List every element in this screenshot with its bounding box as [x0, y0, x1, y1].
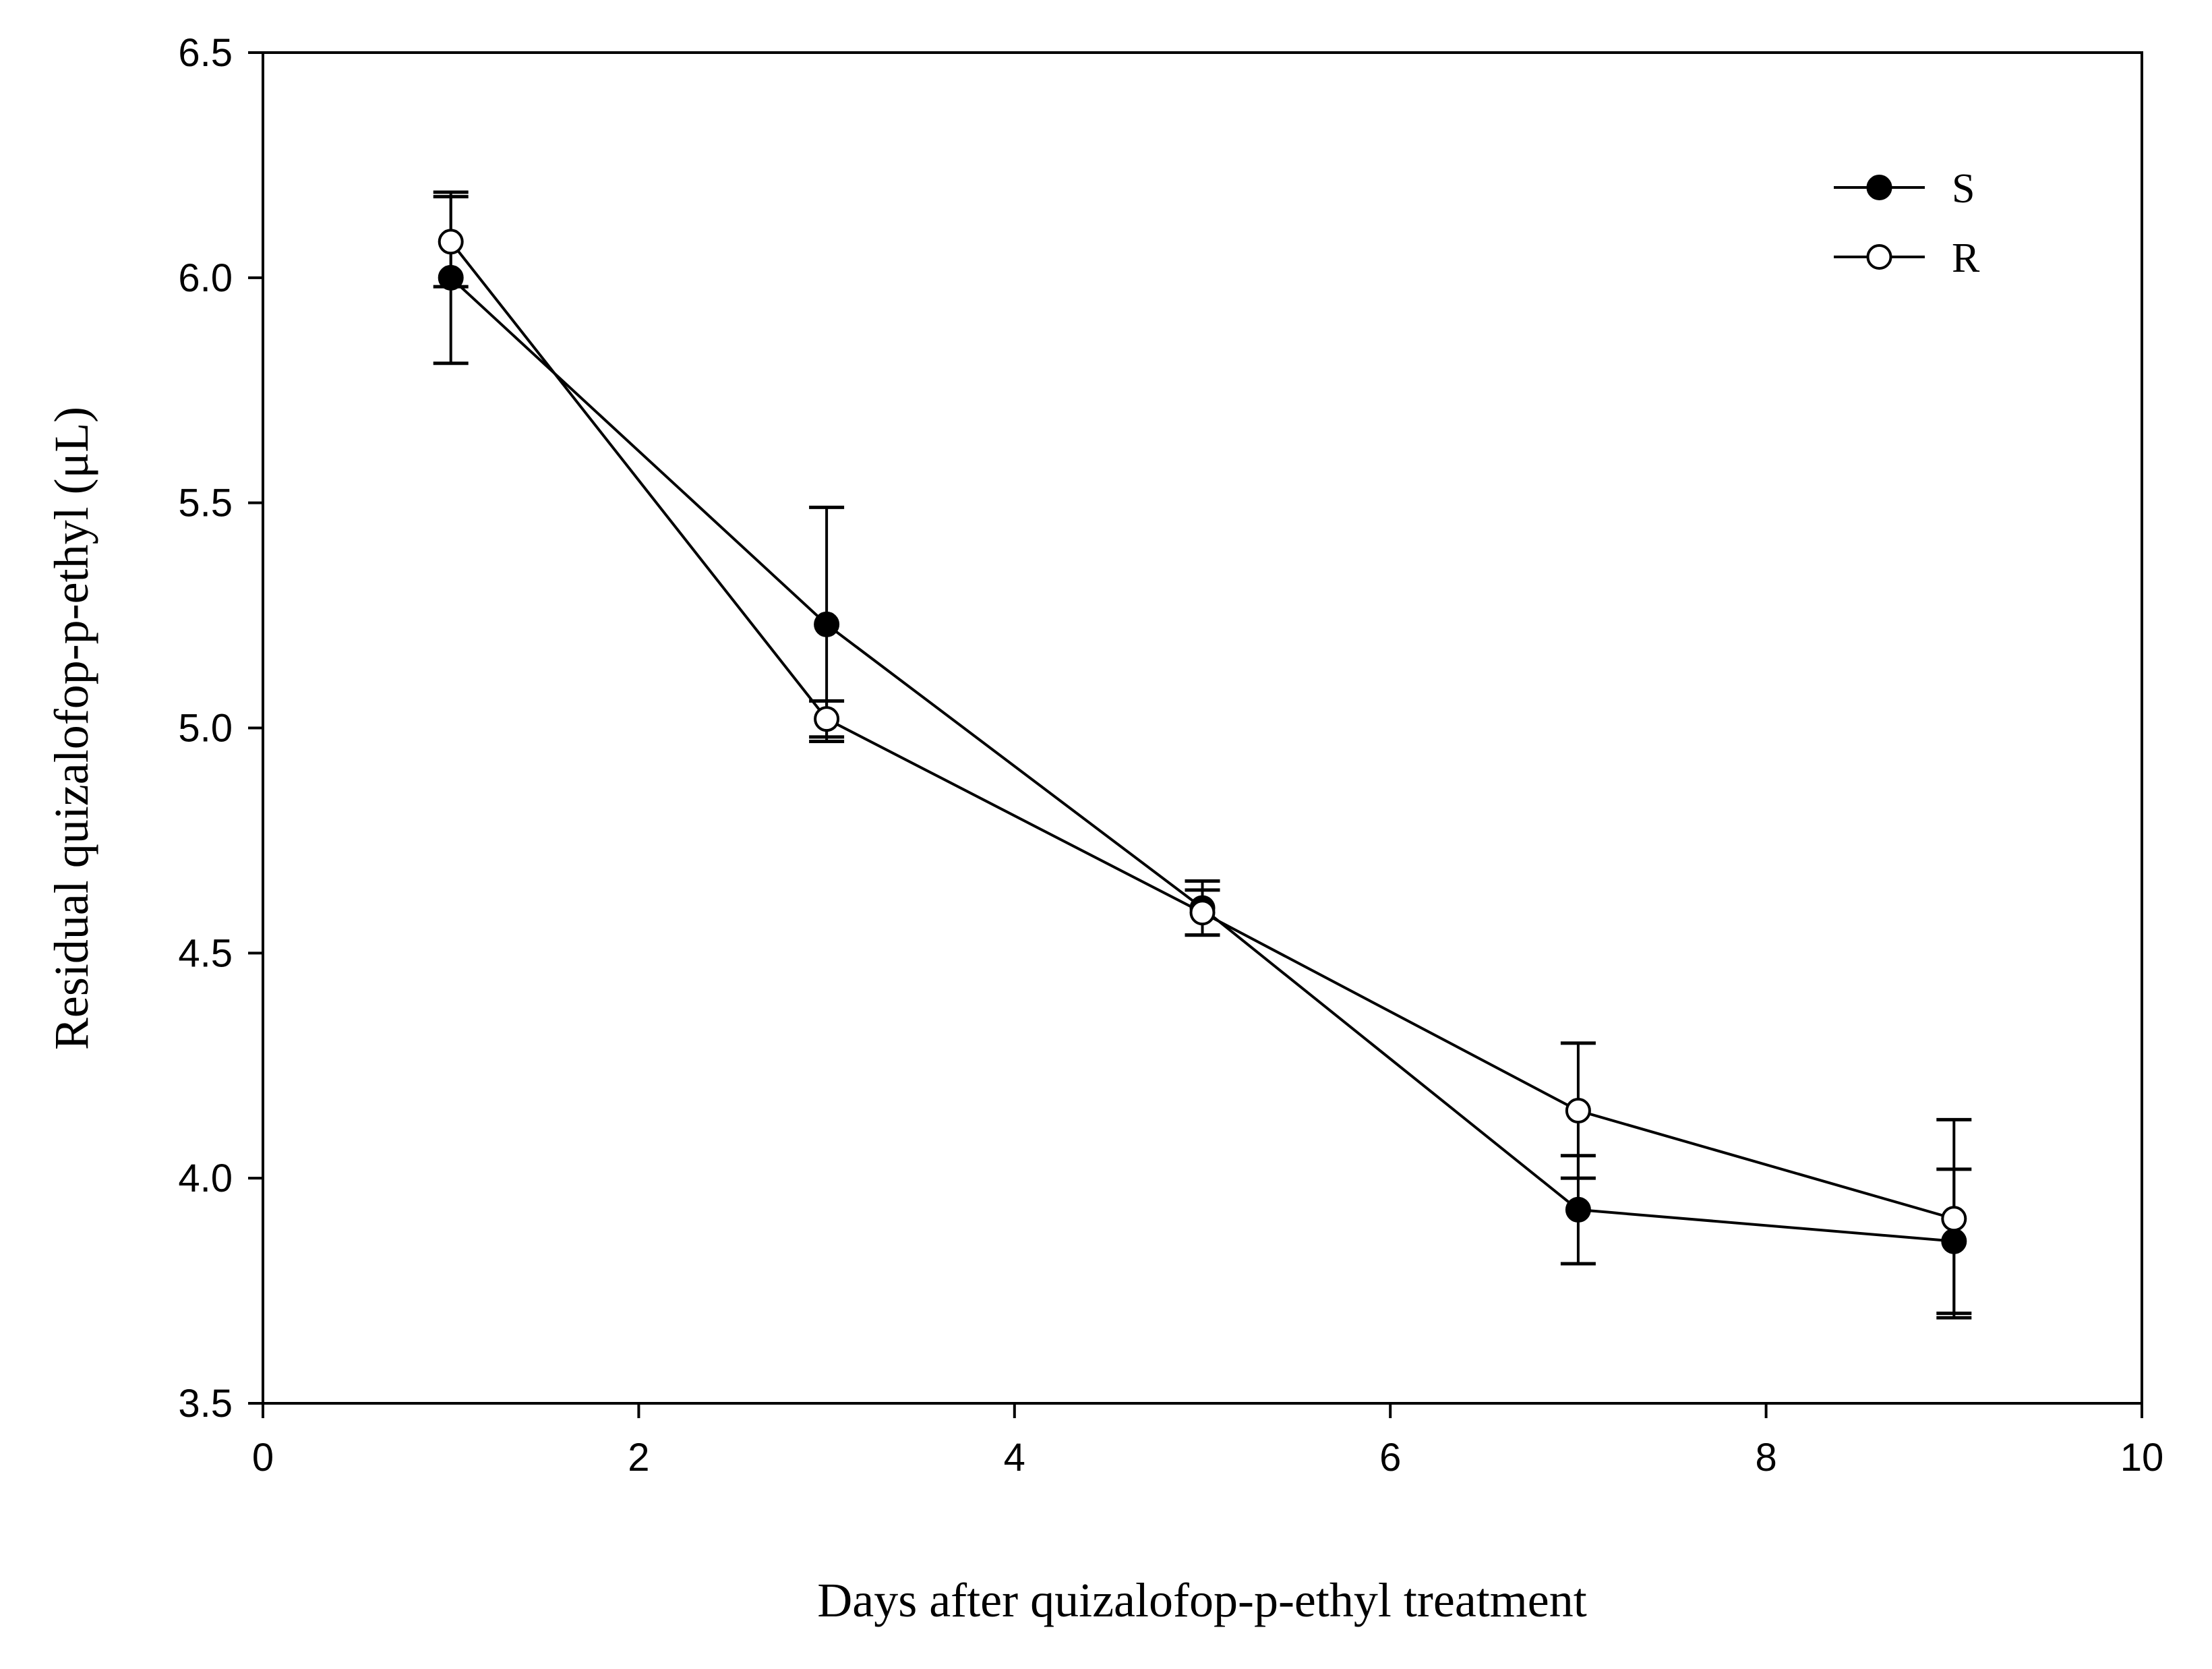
x-tick-label: 0 — [252, 1436, 274, 1480]
y-tick-label: 4.5 — [178, 931, 233, 975]
y-tick-label: 6.0 — [178, 256, 233, 300]
series-line-S — [450, 276, 1954, 1243]
data-point-S — [814, 611, 840, 637]
y-tick-label: 3.5 — [178, 1382, 233, 1426]
y-tick-label: 5.5 — [178, 481, 233, 525]
series-line-R — [450, 241, 1954, 1221]
series-R — [433, 195, 1972, 1320]
ticks: 0 2 4 6 8 10 3.5 4.0 4.5 5.0 5.5 6.0 6.5 — [178, 31, 2163, 1480]
x-axis-title: Days after quizalofop-p-ethyl treatment — [817, 1573, 1587, 1627]
x-tick-label: 6 — [1379, 1436, 1401, 1480]
legend-label-S: S — [1952, 166, 1975, 212]
data-point-R — [814, 706, 840, 732]
plot-frame — [262, 51, 2143, 1405]
legend: SR — [1834, 166, 1980, 281]
y-axis-title: Residual quizalofop-p-ethyl (μL) — [44, 407, 98, 1050]
legend-entry-S: S — [1834, 166, 1975, 212]
data-point-S — [1565, 1196, 1591, 1223]
data-point-R — [1565, 1098, 1591, 1124]
series-S — [433, 190, 1972, 1315]
y-tick-label: 4.0 — [178, 1156, 233, 1200]
y-tick-label: 6.5 — [178, 31, 233, 75]
axes — [262, 51, 2143, 1405]
y-tick-label: 5.0 — [178, 707, 233, 751]
x-tick-label: 4 — [1004, 1436, 1025, 1480]
legend-label-R: R — [1952, 235, 1980, 281]
data-point-R — [1941, 1206, 1967, 1232]
x-tick-label: 8 — [1755, 1436, 1776, 1480]
x-tick-label: 10 — [2120, 1436, 2164, 1480]
data-point-R — [1189, 900, 1216, 926]
legend-marker-R — [1866, 244, 1892, 270]
x-tick-label: 2 — [628, 1436, 649, 1480]
legend-marker-S — [1866, 175, 1892, 200]
series — [433, 190, 1972, 1320]
legend-entry-R: R — [1834, 235, 1980, 281]
data-point-R — [438, 229, 464, 255]
